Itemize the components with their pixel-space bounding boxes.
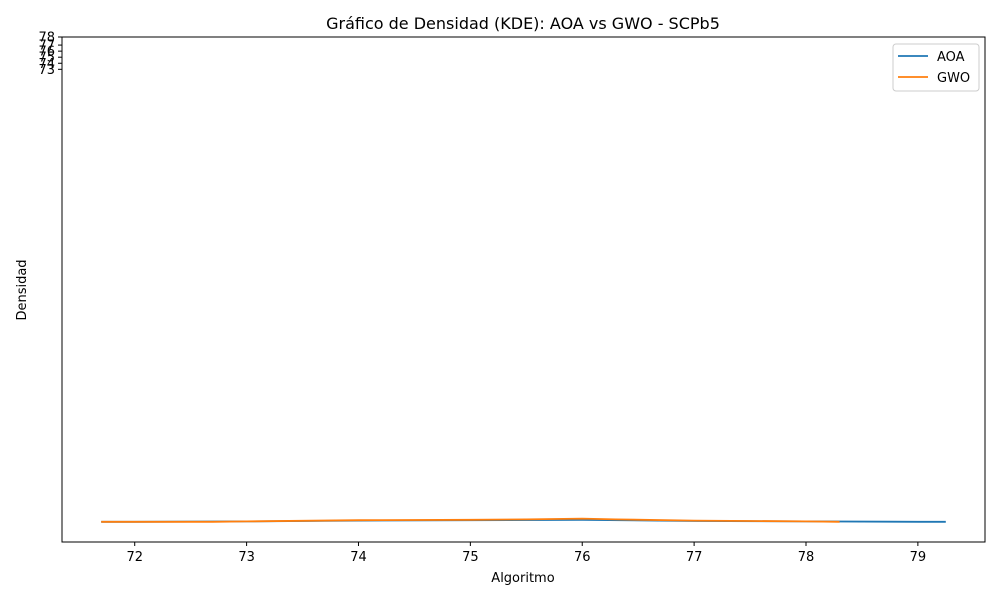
- x-tick-label: 75: [462, 550, 479, 565]
- y-tick-label: 76: [38, 45, 55, 60]
- x-tick-label: 73: [238, 550, 255, 565]
- x-axis-ticks: 72 73 74 75 76 77 78 79: [126, 542, 926, 565]
- y-tick-label: 73: [38, 63, 55, 78]
- x-tick-label: 77: [686, 550, 703, 565]
- series-line-gwo: [101, 517, 840, 523]
- axes-frame: [61, 36, 986, 543]
- chart-title: Gráfico de Densidad (KDE): AOA vs GWO - …: [326, 14, 720, 33]
- x-tick-label: 76: [574, 550, 591, 565]
- x-tick-label: 72: [126, 550, 143, 565]
- y-tick-label: 77: [38, 39, 55, 54]
- legend-label-gwo: GWO: [937, 71, 970, 86]
- y-tick-label: 74: [38, 57, 55, 72]
- y-axis-label: Densidad: [15, 259, 30, 320]
- x-tick-label: 74: [350, 550, 367, 565]
- x-tick-label: 79: [910, 550, 927, 565]
- series-layer: [101, 517, 946, 523]
- x-axis-label: Algoritmo: [491, 571, 554, 586]
- y-tick-label: 78: [38, 31, 55, 46]
- legend: AOA GWO: [892, 43, 980, 92]
- y-tick-label: 75: [38, 51, 55, 66]
- legend-label-aoa: AOA: [937, 50, 965, 65]
- x-tick-label: 78: [798, 550, 815, 565]
